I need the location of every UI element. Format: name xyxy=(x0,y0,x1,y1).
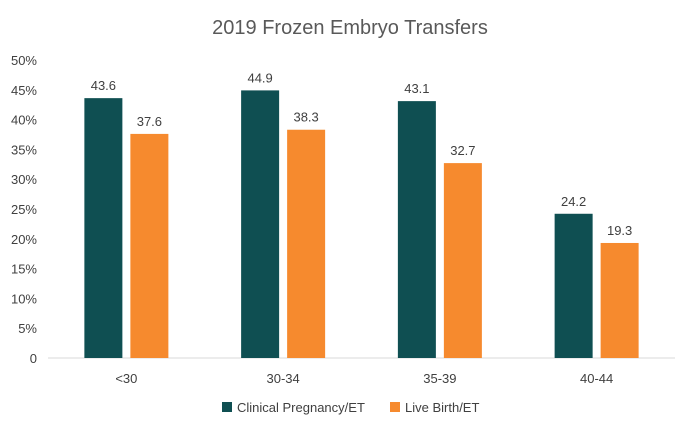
data-label: 43.6 xyxy=(91,78,116,93)
data-label: 32.7 xyxy=(450,143,475,158)
bar xyxy=(397,101,436,359)
y-tick-label: 45% xyxy=(11,83,37,98)
legend: Clinical Pregnancy/ET Live Birth/ET xyxy=(222,400,479,415)
bar xyxy=(241,90,280,359)
bars: 43.6 37.6 44.9 38.3 43.1 32.7 24.2 19.3 xyxy=(84,70,639,359)
x-axis: <30 30-34 35-39 40-44 xyxy=(48,357,675,386)
bar xyxy=(130,133,169,358)
data-label: 37.6 xyxy=(137,114,162,129)
data-label: 38.3 xyxy=(293,110,318,125)
y-tick-label: 5% xyxy=(18,321,37,336)
legend-swatch xyxy=(390,402,400,412)
data-label: 24.2 xyxy=(561,194,586,209)
y-tick-label: 25% xyxy=(11,202,37,217)
data-label: 44.9 xyxy=(247,70,272,85)
x-tick-label: <30 xyxy=(115,371,137,386)
bar xyxy=(287,129,326,358)
y-axis: 0 5% 10% 15% 20% 25% 30% 35% 40% 45% 50% xyxy=(11,53,37,366)
bar xyxy=(554,213,593,358)
y-tick-label: 50% xyxy=(11,53,37,68)
legend-label: Clinical Pregnancy/ET xyxy=(237,400,365,415)
x-tick-label: 35-39 xyxy=(423,371,456,386)
y-tick-label: 10% xyxy=(11,291,37,306)
data-label: 43.1 xyxy=(404,81,429,96)
y-tick-label: 20% xyxy=(11,232,37,247)
bar xyxy=(84,98,123,359)
x-tick-label: 40-44 xyxy=(580,371,613,386)
data-label: 19.3 xyxy=(607,223,632,238)
y-tick-label: 15% xyxy=(11,262,37,277)
bar xyxy=(443,163,482,358)
legend-swatch xyxy=(222,402,232,412)
y-tick-label: 0 xyxy=(30,351,37,366)
chart-title: 2019 Frozen Embryo Transfers xyxy=(212,17,488,39)
x-tick-label: 30-34 xyxy=(267,371,300,386)
y-tick-label: 30% xyxy=(11,172,37,187)
legend-label: Live Birth/ET xyxy=(405,400,479,415)
y-tick-label: 35% xyxy=(11,142,37,157)
y-tick-label: 40% xyxy=(11,113,37,128)
bar xyxy=(600,242,639,358)
